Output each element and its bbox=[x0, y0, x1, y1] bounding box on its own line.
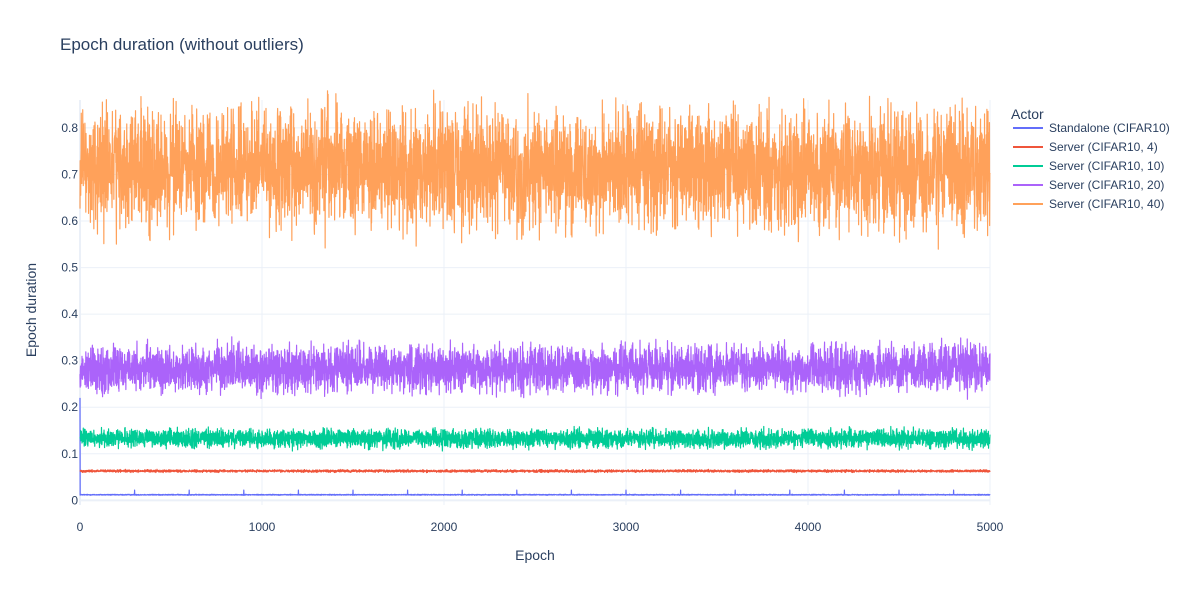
series-layer bbox=[79, 89, 991, 496]
y-tick-label: 0.3 bbox=[61, 354, 78, 368]
legend-title: Actor bbox=[1011, 106, 1044, 122]
legend-layer: Standalone (CIFAR10) Server (CIFAR10, 4) S… bbox=[1013, 121, 1170, 211]
y-tick-label: 0.8 bbox=[61, 121, 78, 135]
y-axis-title: Epoch duration bbox=[23, 263, 39, 357]
legend-item[interactable]: Standalone (CIFAR10) bbox=[1013, 121, 1170, 135]
legend-label: Server (CIFAR10, 20) bbox=[1049, 178, 1164, 192]
legend-item[interactable]: Server (CIFAR10, 4) bbox=[1013, 140, 1158, 154]
y-tick-label: 0.6 bbox=[61, 214, 78, 228]
chart-title: Epoch duration (without outliers) bbox=[60, 35, 304, 54]
legend-item[interactable]: Server (CIFAR10, 10) bbox=[1013, 159, 1164, 173]
y-tick-label: 0.2 bbox=[61, 400, 78, 414]
y-tick-label: 0.5 bbox=[61, 261, 78, 275]
x-tick-label: 4000 bbox=[795, 520, 822, 534]
y-tick-label: 0.4 bbox=[61, 307, 78, 321]
series-line-0 bbox=[79, 397, 991, 496]
x-tick-label: 0 bbox=[77, 520, 84, 534]
series-line-4 bbox=[79, 89, 991, 250]
x-tick-label: 2000 bbox=[431, 520, 458, 534]
x-axis-title: Epoch bbox=[515, 547, 555, 563]
legend-label: Server (CIFAR10, 4) bbox=[1049, 140, 1158, 154]
legend-label: Server (CIFAR10, 40) bbox=[1049, 197, 1164, 211]
legend-label: Standalone (CIFAR10) bbox=[1049, 121, 1170, 135]
legend-item[interactable]: Server (CIFAR10, 40) bbox=[1013, 197, 1164, 211]
legend-label: Server (CIFAR10, 10) bbox=[1049, 159, 1164, 173]
x-tick-label: 5000 bbox=[977, 520, 1004, 534]
y-tick-label: 0.7 bbox=[61, 167, 78, 181]
axis-layer: 0 1000 2000 3000 4000 5000 0 0.1 0.2 0.3 0.4 0.5 0.6… bbox=[61, 121, 1003, 534]
x-tick-label: 1000 bbox=[249, 520, 276, 534]
series-line-3 bbox=[79, 336, 991, 400]
legend-item[interactable]: Server (CIFAR10, 20) bbox=[1013, 178, 1164, 192]
x-tick-label: 3000 bbox=[613, 520, 640, 534]
series-line-1 bbox=[79, 468, 991, 474]
series-line-2 bbox=[79, 425, 991, 452]
y-tick-label: 0 bbox=[71, 493, 78, 507]
y-tick-label: 0.1 bbox=[61, 447, 78, 461]
